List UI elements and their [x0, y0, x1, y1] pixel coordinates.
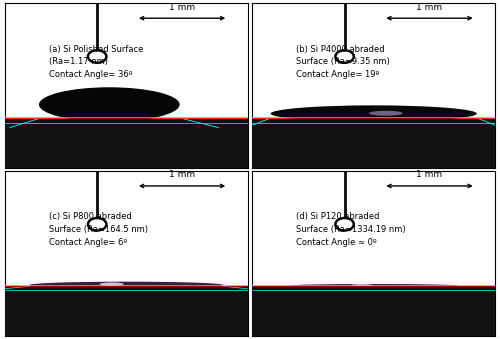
Ellipse shape: [270, 105, 477, 122]
Ellipse shape: [289, 284, 458, 287]
Bar: [252, 119, 495, 168]
Bar: [5, 119, 248, 168]
Bar: [252, 286, 495, 336]
Circle shape: [336, 218, 354, 231]
Text: 1 mm: 1 mm: [416, 3, 442, 12]
Bar: [5, 286, 248, 336]
Ellipse shape: [30, 282, 224, 288]
Circle shape: [336, 50, 354, 63]
Bar: [252, 286, 495, 336]
Text: 1 mm: 1 mm: [169, 171, 195, 179]
Ellipse shape: [350, 284, 372, 286]
Text: 1 mm: 1 mm: [169, 3, 195, 12]
Text: (c) Si P800 abraded
Surface (Ra=164.5 nm)
Contact Angle= 6º: (c) Si P800 abraded Surface (Ra=164.5 nm…: [48, 212, 148, 247]
Circle shape: [88, 218, 106, 231]
Text: 1 mm: 1 mm: [416, 171, 442, 179]
Text: (d) Si P120 abraded
Surface (Ra=1334.19 nm)
Contact Angle ≈ 0º: (d) Si P120 abraded Surface (Ra=1334.19 …: [296, 212, 406, 247]
Circle shape: [88, 50, 106, 63]
Bar: [5, 119, 248, 168]
Ellipse shape: [100, 282, 124, 286]
Bar: [252, 119, 495, 168]
Text: (b) Si P4000 abraded
Surface (Ra=9.35 nm)
Contact Angle= 19º: (b) Si P4000 abraded Surface (Ra=9.35 nm…: [296, 44, 390, 79]
Ellipse shape: [39, 87, 180, 122]
Bar: [5, 286, 248, 336]
Ellipse shape: [369, 111, 403, 116]
Text: (a) Si Polished Surface
(Ra=1.17 nm)
Contact Angle= 36º: (a) Si Polished Surface (Ra=1.17 nm) Con…: [48, 44, 143, 79]
